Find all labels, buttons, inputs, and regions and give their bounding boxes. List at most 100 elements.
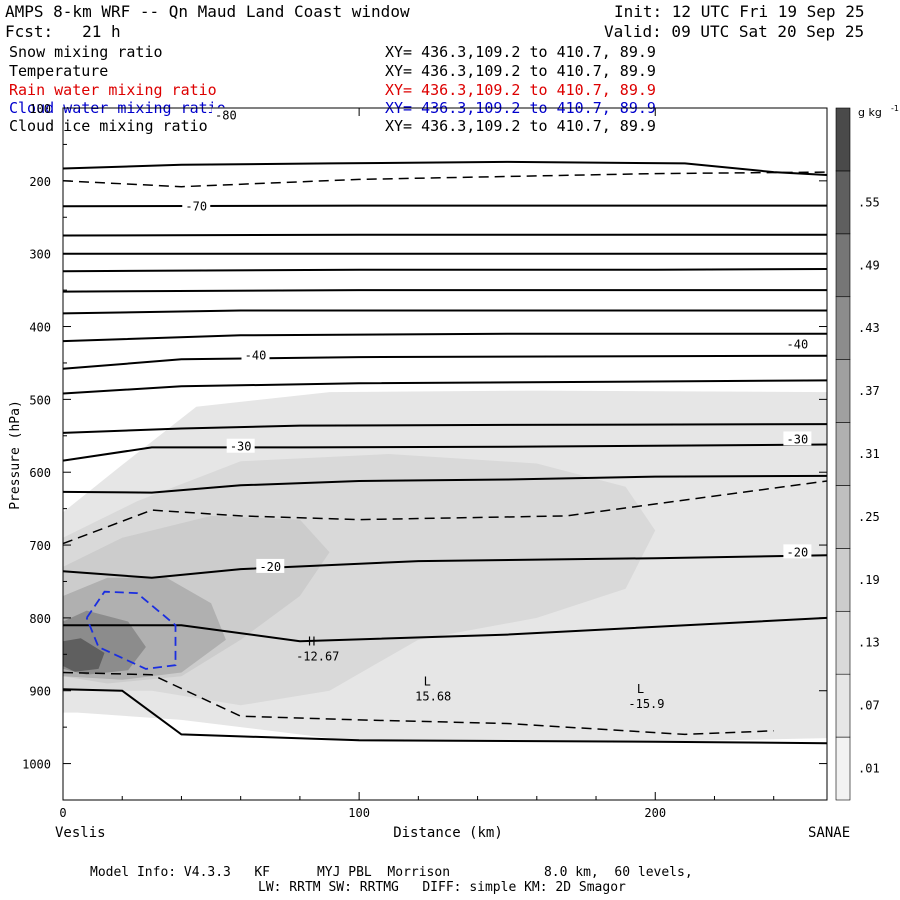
extremum-value: 15.68 <box>415 690 451 704</box>
field-xy: XY= 436.3,109.2 to 410.7, 89.9 <box>385 62 656 80</box>
y-tick-label: 800 <box>29 612 51 626</box>
temperature-label: -40 <box>787 338 809 352</box>
temperature-label: -30 <box>787 432 809 446</box>
temperature-contour <box>63 616 827 643</box>
label-mask <box>783 544 812 559</box>
colorbar-level-label: .55 <box>858 195 880 209</box>
colorbar-unit-exponent: -1 <box>891 104 899 113</box>
y-tick-label: 700 <box>29 539 51 553</box>
x-tick-label: 200 <box>644 806 666 820</box>
field-name: Rain water mixing ratio <box>9 81 217 99</box>
cloud-water-contour <box>85 590 177 670</box>
field-xy: XY= 436.3,109.2 to 410.7, 89.9 <box>385 43 656 61</box>
y-tick-label: 500 <box>29 393 51 407</box>
colorbar-level-label: .25 <box>858 510 880 524</box>
colorbar-swatch <box>835 610 851 675</box>
temperature-contour <box>63 474 827 494</box>
colorbar-swatch <box>835 485 851 549</box>
colorbar-level-label: .31 <box>858 447 880 461</box>
colorbar-swatch <box>835 422 851 486</box>
left-endpoint-label: Veslis <box>55 825 106 841</box>
colorbar-swatch <box>835 673 851 738</box>
y-tick-label: 300 <box>29 248 51 262</box>
y-tick-label: 200 <box>29 175 51 189</box>
forecast-hour: Fcst: 21 h <box>5 22 121 41</box>
y-tick-label: 100 <box>29 102 51 116</box>
label-mask <box>783 431 812 446</box>
temperature-label: -70 <box>185 199 207 213</box>
temperature-contours <box>63 160 827 745</box>
y-tick-label: 600 <box>29 466 51 480</box>
extremum-letter: H <box>308 635 315 649</box>
colorbar-level-label: .19 <box>858 573 880 587</box>
colorbar-level-label: .37 <box>858 384 880 398</box>
plot-frame <box>62 107 828 801</box>
label-mask <box>783 336 812 351</box>
valid-time: Valid: 09 UTC Sat 20 Sep 25 <box>604 22 865 41</box>
y-tick-label: 1000 <box>22 758 51 772</box>
temperature-contour <box>63 443 827 462</box>
colorbar-level-label: .07 <box>858 699 880 713</box>
y-axis-label: Pressure (hPa) <box>8 400 23 510</box>
colorbar-unit: g kg <box>858 106 882 119</box>
physics-info: LW: RRTM SW: RRTMG DIFF: simple KM: 2D S… <box>258 880 626 895</box>
colorbar-swatch <box>835 548 851 612</box>
label-mask <box>241 347 270 362</box>
model-info: Model Info: V4.3.3 KF MYJ PBL Morrison 8… <box>90 865 693 880</box>
colorbar-swatch <box>835 170 851 235</box>
temperature-contour <box>63 688 827 745</box>
label-mask <box>182 198 211 213</box>
temperature-contour <box>63 233 827 237</box>
colorbar-level-label: .43 <box>858 321 880 335</box>
temperature-contour <box>63 554 827 579</box>
field-xy: XY= 436.3,109.2 to 410.7, 89.9 <box>385 117 656 135</box>
temperature-contour <box>63 268 827 273</box>
colorbar: .01 .07 .13 .19 .25 .31 .37 .43 .49 .55 g kg -1 <box>835 104 899 801</box>
temperature-label: -20 <box>787 545 809 559</box>
axes: 100 200 300 400 500 600 700 800 900 1000 0 100 200 <box>22 102 827 820</box>
temperature-contour <box>63 204 827 208</box>
label-mask <box>211 107 240 122</box>
field-name: Cloud ice mixing ratio <box>9 117 208 135</box>
cloud-water-line <box>85 590 177 670</box>
init-time: Init: 12 UTC Fri 19 Sep 25 <box>614 2 865 21</box>
x-tick-label: 0 <box>59 806 66 820</box>
colorbar-level-label: .13 <box>858 636 880 650</box>
field-xy: XY= 436.3,109.2 to 410.7, 89.9 <box>385 81 656 99</box>
y-tick-label: 900 <box>29 685 51 699</box>
contour-labels: -80-70-40-40-30-30-20-20H-12.67L15.68L-1… <box>182 107 812 711</box>
temperature-contour <box>63 379 827 395</box>
extremum-letter: L <box>424 675 431 689</box>
x-axis-label: Distance (km) <box>393 825 503 841</box>
colorbar-swatch <box>835 233 851 298</box>
extremum-value: -12.67 <box>296 650 339 664</box>
extremum-letter: L <box>637 682 644 696</box>
colorbar-swatch <box>835 736 851 801</box>
temperature-label: -20 <box>259 560 281 574</box>
extremum-value: -15.9 <box>628 697 664 711</box>
temperature-label: -30 <box>230 440 252 454</box>
x-tick-label: 100 <box>348 806 370 820</box>
temperature-contour <box>63 354 827 370</box>
colorbar-swatch <box>835 296 851 360</box>
temperature-contour <box>63 289 827 293</box>
snow-contour <box>63 480 827 545</box>
colorbar-swatch <box>835 107 851 172</box>
snow-contour <box>63 671 774 736</box>
temperature-contour <box>63 332 827 343</box>
temperature-label: -80 <box>215 108 237 122</box>
field-name: Temperature <box>9 62 109 80</box>
right-endpoint-label: SANAE <box>808 825 850 841</box>
field-name: Snow mixing ratio <box>9 43 163 61</box>
snow-contour <box>63 171 827 188</box>
shading-region <box>63 638 105 672</box>
colorbar-level-label: .49 <box>858 258 880 272</box>
y-tick-label: 400 <box>29 321 51 335</box>
label-mask <box>226 438 255 453</box>
label-mask <box>256 558 285 573</box>
temperature-contour <box>63 309 827 315</box>
chart-title: AMPS 8-km WRF -- Qn Maud Land Coast wind… <box>5 2 410 21</box>
colorbar-swatch <box>835 359 851 423</box>
temperature-label: -40 <box>245 349 267 363</box>
